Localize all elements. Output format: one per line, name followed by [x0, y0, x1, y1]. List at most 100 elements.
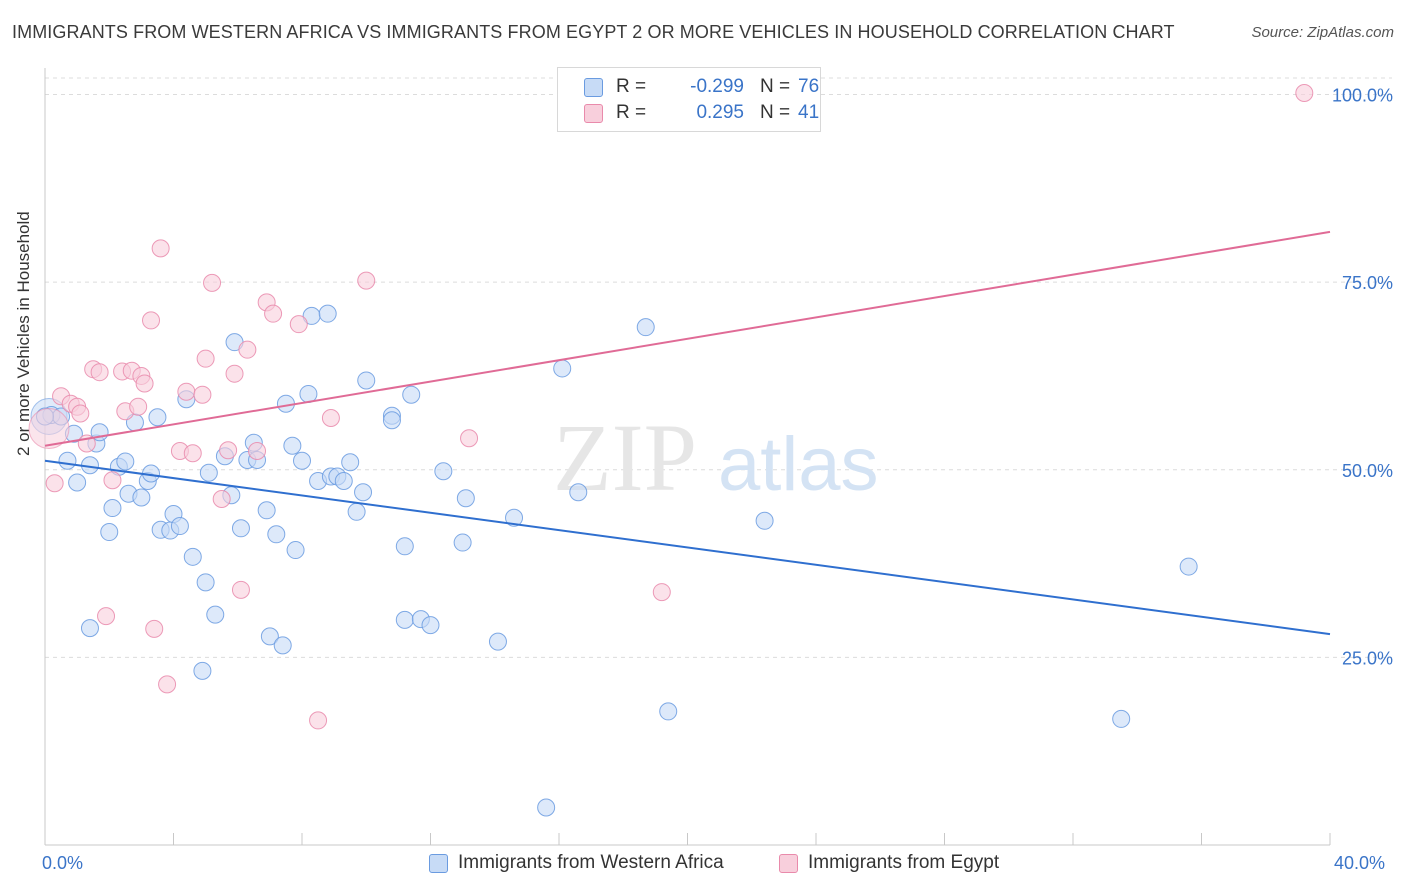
y-tick-label: 100.0%: [1332, 86, 1393, 106]
western-africa-point: [68, 473, 87, 492]
egypt-cluster-point: [28, 407, 70, 449]
legend-n-label: N =: [760, 76, 791, 97]
egypt-point: [103, 471, 122, 490]
western-africa-point: [553, 359, 572, 378]
egypt-point: [183, 444, 202, 463]
western-africa-point: [434, 462, 453, 481]
western-africa-point: [183, 547, 202, 566]
western-africa-point: [505, 508, 524, 527]
series-egypt: [28, 84, 1314, 730]
legend-r-value: -0.299: [690, 76, 744, 97]
egypt-point: [142, 311, 161, 330]
western-africa-point: [755, 511, 774, 530]
egypt-point: [321, 408, 340, 427]
western-africa-point: [116, 452, 135, 471]
egypt-point: [177, 382, 196, 401]
legend-n-label: N =: [760, 102, 791, 123]
legend-r-label: R =: [616, 102, 647, 123]
y-tick-labels: 25.0% 50.0% 75.0% 100.0%: [1332, 86, 1393, 669]
western-africa-point: [395, 610, 414, 629]
egypt-point: [203, 273, 222, 292]
western-africa-point: [569, 483, 588, 502]
x-tick-label-min: 0.0%: [42, 853, 84, 873]
bottom-legend-swatch-pink: [779, 854, 798, 873]
series-western-africa: [30, 304, 1198, 817]
egypt-point: [238, 340, 257, 359]
egypt-point: [225, 364, 244, 383]
western-africa-point: [257, 501, 276, 520]
legend: R = -0.299 N = 76 R = 0.295 N = 41: [557, 67, 821, 132]
western-africa-point: [488, 632, 507, 651]
axes: [44, 68, 1331, 846]
egypt-point: [45, 474, 64, 493]
source-label: Source: ZipAtlas.com: [1251, 24, 1394, 41]
western-africa-point: [395, 537, 414, 556]
egypt-point: [652, 583, 671, 602]
egypt-point: [129, 397, 148, 416]
western-africa-point: [334, 472, 353, 491]
western-africa-point: [132, 488, 151, 507]
western-africa-point: [267, 525, 286, 544]
western-africa-point: [341, 453, 360, 472]
legend-n-value: 41: [798, 102, 820, 123]
legend-n-value: 76: [798, 76, 820, 97]
western-africa-point: [421, 616, 440, 635]
bottom-legend-label: Immigrants from Western Africa: [458, 852, 724, 873]
western-africa-point: [537, 798, 556, 817]
egypt-point: [289, 315, 308, 334]
trend-line-western-africa: [44, 459, 1331, 636]
y-tick-label: 25.0%: [1342, 648, 1393, 668]
western-africa-point: [659, 702, 678, 721]
egypt-point: [357, 271, 376, 290]
western-africa-point: [199, 463, 218, 482]
western-africa-point: [283, 436, 302, 455]
western-africa-point: [1179, 557, 1198, 576]
egypt-point: [196, 349, 215, 368]
western-africa-point: [273, 636, 292, 655]
western-africa-point: [347, 502, 366, 521]
western-africa-point: [318, 304, 337, 323]
egypt-point: [309, 711, 328, 730]
western-africa-point: [196, 573, 215, 592]
egypt-point: [97, 607, 116, 626]
egypt-point: [248, 441, 267, 460]
egypt-point: [135, 374, 154, 393]
legend-r-value: 0.295: [696, 102, 744, 123]
legend-swatch-blue: [584, 78, 603, 97]
watermark: ZIP atlas: [553, 404, 879, 511]
western-africa-point: [1112, 709, 1131, 728]
watermark-atlas: atlas: [718, 422, 879, 507]
egypt-point: [71, 404, 90, 423]
egypt-point: [158, 675, 177, 694]
egypt-point: [151, 239, 170, 258]
western-africa-point: [170, 517, 189, 536]
western-africa-point: [453, 533, 472, 552]
western-africa-point: [354, 483, 373, 502]
egypt-point: [212, 490, 231, 509]
trend-line-egypt: [44, 230, 1331, 447]
y-tick-label: 75.0%: [1342, 273, 1393, 293]
bottom-legend-swatch-blue: [429, 854, 448, 873]
western-africa-point: [100, 523, 119, 542]
western-africa-point: [402, 385, 421, 404]
egypt-point: [1295, 84, 1314, 103]
egypt-point: [219, 441, 238, 460]
western-africa-point: [456, 489, 475, 508]
egypt-point: [460, 429, 479, 448]
egypt-point: [193, 385, 212, 404]
western-africa-point: [357, 371, 376, 390]
legend-swatch-pink: [584, 104, 603, 123]
western-africa-point: [103, 499, 122, 518]
egypt-point: [90, 363, 109, 382]
chart-title: IMMIGRANTS FROM WESTERN AFRICA VS IMMIGR…: [12, 22, 1175, 42]
western-africa-point: [260, 627, 279, 646]
western-africa-point: [206, 605, 225, 624]
egypt-point: [231, 580, 250, 599]
egypt-point: [145, 619, 164, 638]
western-africa-point: [193, 661, 212, 680]
y-tick-label: 50.0%: [1342, 461, 1393, 481]
western-africa-point: [636, 318, 655, 337]
legend-r-label: R =: [616, 76, 647, 97]
western-africa-point: [58, 451, 77, 470]
